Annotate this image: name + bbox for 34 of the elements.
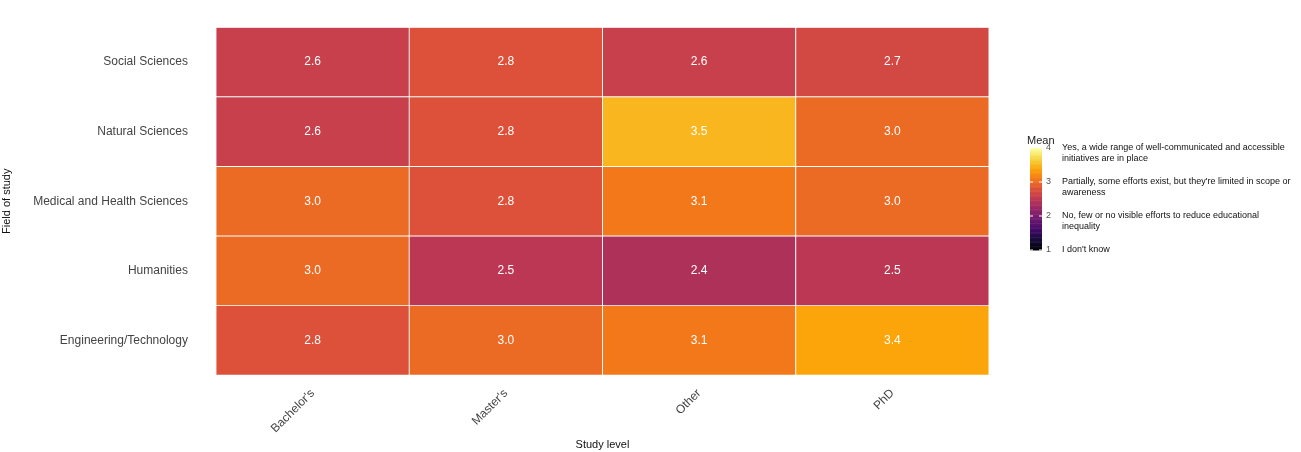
data-label: 2.8 (497, 54, 515, 69)
y-tick-label: Humanities (127, 263, 188, 278)
data-label: 3.4 (884, 332, 902, 347)
data-label: 2.6 (304, 54, 322, 69)
data-label: 3.0 (884, 193, 902, 208)
color-bar-label: 2 (1046, 210, 1052, 221)
data-label: 2.7 (884, 54, 902, 69)
data-label: 3.1 (690, 193, 708, 208)
color-bar-label: 1 (1046, 244, 1052, 255)
data-label: 2.4 (690, 263, 708, 278)
data-label: 2.6 (690, 54, 708, 69)
data-label: 3.5 (690, 123, 708, 138)
text: I don't know (1062, 244, 1111, 255)
y-tick-label: Medical and Health Sciences (33, 193, 188, 208)
y-tick-label: Engineering/Technology (59, 332, 188, 347)
data-label: 3.1 (690, 332, 708, 347)
data-label: 3.0 (497, 332, 515, 347)
text: Yes, a wide range of well-communicated and accessible initiatives are in place (1062, 142, 1285, 164)
data-label: 3.0 (884, 123, 902, 138)
color-bar-label: 3 (1046, 176, 1052, 187)
data-label: 2.8 (304, 332, 322, 347)
y-tick-label: Social Sciences (103, 54, 188, 69)
data-label: 2.5 (497, 263, 515, 278)
data-label: 2.5 (884, 263, 902, 278)
text: Partially, some efforts exist, but they're limited in scope or awareness (1062, 176, 1291, 198)
x-axis-title: Study level (575, 438, 630, 451)
y-tick-label: Natural Sciences (97, 123, 188, 138)
data-label: 3.0 (304, 263, 322, 278)
y-axis-title: Field of study (0, 168, 12, 234)
text: No, few or no visible efforts to reduce educational inequality (1062, 210, 1259, 232)
data-label: 3.0 (304, 193, 322, 208)
data-label: 2.8 (497, 193, 515, 208)
data-label: 2.8 (497, 123, 515, 138)
data-label: 2.6 (304, 123, 322, 138)
